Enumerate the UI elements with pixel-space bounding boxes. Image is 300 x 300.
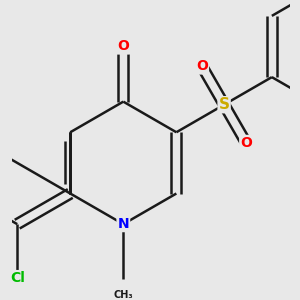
Text: N: N (118, 217, 129, 231)
Text: O: O (117, 40, 129, 53)
Text: Cl: Cl (10, 271, 25, 285)
Text: CH₃: CH₃ (113, 290, 133, 300)
Text: O: O (240, 136, 252, 150)
Text: O: O (196, 59, 208, 74)
Text: S: S (219, 97, 230, 112)
